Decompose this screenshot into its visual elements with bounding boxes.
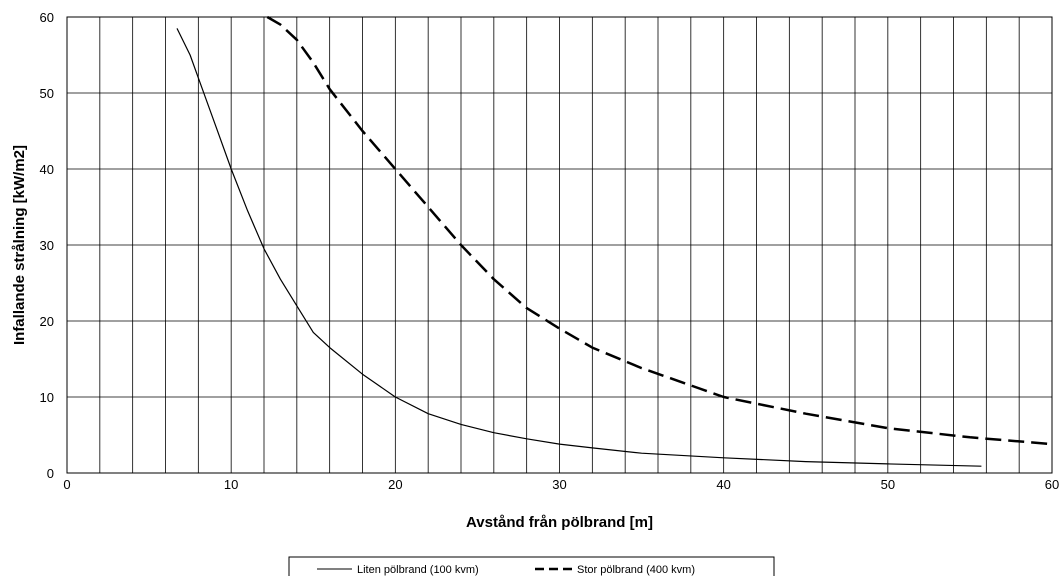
legend-box: [288, 556, 775, 576]
y-tick-label: 20: [40, 314, 54, 329]
x-tick-label: 30: [552, 477, 566, 492]
x-tick-label: 20: [388, 477, 402, 492]
y-tick-label: 40: [40, 162, 54, 177]
y-axis-ticks: 0 10 20 30 40 50 60: [40, 10, 54, 481]
legend-label-stor: Stor pölbrand (400 kvm): [577, 564, 695, 576]
y-axis-label: Infallande strålning [kW/m2]: [11, 145, 28, 345]
series-layer: [176, 15, 1053, 467]
series-line-stor: [266, 15, 1053, 446]
x-axis-ticks: 0 10 20 30 40 50 60: [63, 477, 1059, 492]
y-tick-label: 0: [47, 466, 54, 481]
plot-frame: [66, 16, 1053, 474]
x-tick-label: 40: [716, 477, 730, 492]
y-tick-label: 30: [40, 238, 54, 253]
x-tick-label: 60: [1045, 477, 1059, 492]
y-tick-label: 10: [40, 390, 54, 405]
x-axis-label: Avstånd från pölbrand [m]: [466, 514, 653, 531]
x-tick-label: 0: [63, 477, 70, 492]
x-tick-label: 50: [881, 477, 895, 492]
series-line-liten: [176, 28, 982, 467]
legend: Liten pölbrand (100 kvm) Stor pölbrand (…: [288, 556, 775, 576]
x-tick-label: 10: [224, 477, 238, 492]
grid: [67, 17, 1052, 473]
y-tick-label: 50: [40, 86, 54, 101]
y-tick-label: 60: [40, 10, 54, 25]
legend-label-liten: Liten pölbrand (100 kvm): [357, 564, 479, 576]
